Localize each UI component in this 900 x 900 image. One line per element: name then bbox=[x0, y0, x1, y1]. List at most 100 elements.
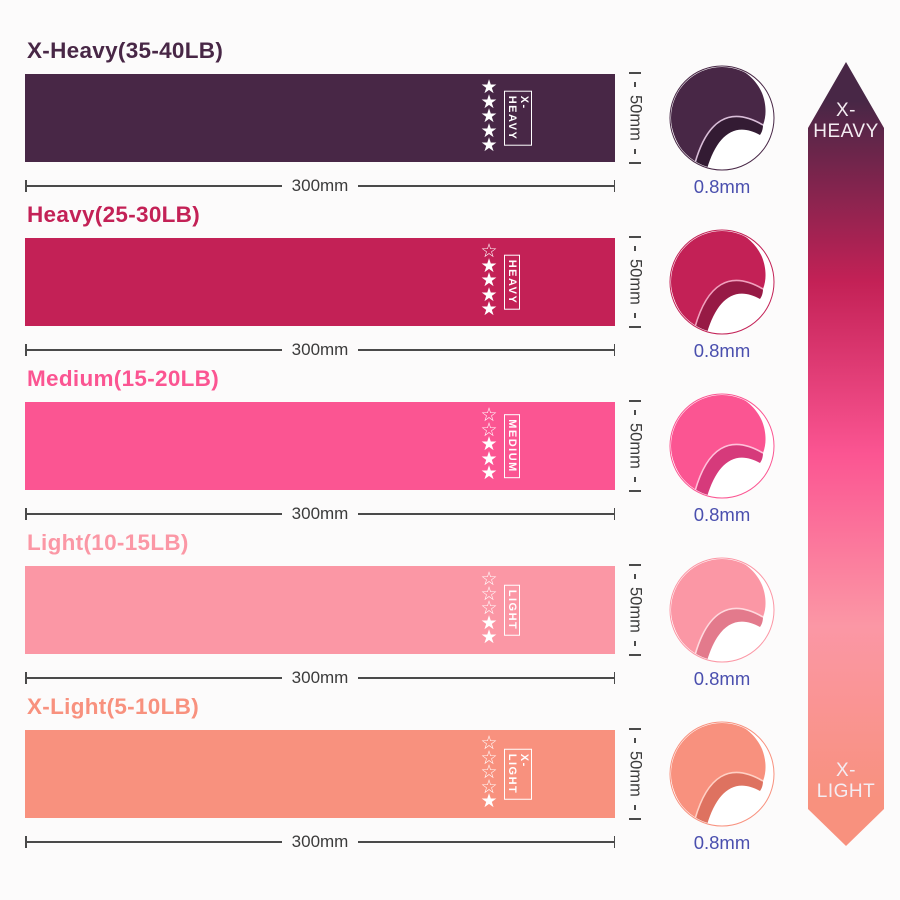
strength-gradient-arrow: X- HEAVY X- LIGHT bbox=[808, 62, 884, 846]
folded-band-photo bbox=[669, 229, 775, 335]
dimension-line bbox=[358, 349, 614, 351]
dimension-cap bbox=[613, 508, 615, 520]
band-bar: ☆☆☆★★ LIGHT bbox=[25, 566, 615, 654]
dimension-line bbox=[358, 513, 614, 515]
band-section-xheavy: X-Heavy(35-40LB) ★★★★★ X-HEAVY 50mm 0.8m… bbox=[0, 0, 900, 197]
band-fold-underside bbox=[695, 608, 763, 661]
height-dimension-label: 50mm bbox=[626, 423, 645, 469]
gradient-arrow-shape bbox=[808, 62, 884, 846]
band-fold-edge-line bbox=[694, 443, 764, 492]
length-dimension: 300mm bbox=[25, 340, 615, 360]
strength-stars: ★★★★★ bbox=[480, 77, 498, 157]
folded-band-photo bbox=[669, 393, 775, 499]
dimension-tick bbox=[634, 313, 636, 319]
band-title: Light(10-15LB) bbox=[27, 530, 189, 555]
dimension-cap bbox=[613, 672, 615, 684]
band-fold-surface bbox=[671, 231, 766, 327]
dimension-line bbox=[358, 841, 614, 843]
band-fold-surface bbox=[671, 559, 766, 655]
folded-band-photo bbox=[669, 557, 775, 663]
height-dimension: 50mm bbox=[622, 400, 648, 492]
band-title: X-Heavy(35-40LB) bbox=[27, 38, 224, 63]
dimension-line bbox=[26, 513, 282, 515]
height-dimension-label: 50mm bbox=[626, 95, 645, 141]
dimension-tick bbox=[634, 573, 636, 579]
height-dimension-label: 50mm bbox=[626, 751, 645, 797]
strength-stars: ☆★★★★ bbox=[480, 241, 498, 321]
dimension-tick bbox=[634, 409, 636, 415]
arrow-bottom-label: X- LIGHT bbox=[816, 760, 876, 802]
length-dimension-label: 300mm bbox=[291, 176, 349, 195]
grade-box-label: LIGHT bbox=[504, 584, 520, 636]
dimension-tick bbox=[634, 805, 636, 811]
grade-box-label: MEDIUM bbox=[504, 414, 520, 478]
band-fold-edge-line bbox=[694, 115, 764, 164]
band-section-medium: Medium(15-20LB) ☆☆★★★ MEDIUM 50mm 0.8mm … bbox=[0, 328, 900, 525]
length-dimension: 300mm bbox=[25, 668, 615, 688]
band-bar: ☆☆★★★ MEDIUM bbox=[25, 402, 615, 490]
dimension-tick bbox=[629, 818, 641, 820]
dimension-tick bbox=[634, 149, 636, 155]
thickness-label: 0.8mm bbox=[693, 176, 751, 197]
dimension-tick bbox=[629, 326, 641, 328]
dimension-cap bbox=[25, 836, 27, 848]
band-bar: ☆★★★★ HEAVY bbox=[25, 238, 615, 326]
dimension-tick bbox=[634, 81, 636, 87]
band-title: Heavy(25-30LB) bbox=[27, 202, 201, 227]
band-section-light: Light(10-15LB) ☆☆☆★★ LIGHT 50mm 0.8mm 30… bbox=[0, 492, 900, 689]
thickness-label: 0.8mm bbox=[693, 832, 751, 853]
dimension-line bbox=[358, 185, 614, 187]
dimension-tick bbox=[629, 236, 641, 238]
band-title: X-Light(5-10LB) bbox=[27, 694, 199, 719]
thickness-label: 0.8mm bbox=[693, 340, 751, 361]
dimension-cap bbox=[613, 836, 615, 848]
dimension-line bbox=[26, 349, 282, 351]
height-dimension: 50mm bbox=[622, 72, 648, 164]
length-dimension-label: 300mm bbox=[291, 832, 349, 851]
dimension-tick bbox=[629, 728, 641, 730]
dimension-cap bbox=[25, 672, 27, 684]
strength-stars: ☆☆★★★ bbox=[480, 405, 498, 485]
height-dimension-label: 50mm bbox=[626, 259, 645, 305]
height-dimension: 50mm bbox=[622, 728, 648, 820]
height-dimension: 50mm bbox=[622, 564, 648, 656]
band-section-xlight: X-Light(5-10LB) ☆☆☆☆★ X-LIGHT 50mm 0.8mm… bbox=[0, 656, 900, 853]
dimension-line bbox=[26, 185, 282, 187]
length-dimension: 300mm bbox=[25, 504, 615, 524]
dimension-tick bbox=[634, 737, 636, 743]
grade-box-label: X-HEAVY bbox=[504, 90, 532, 146]
dimension-cap bbox=[613, 180, 615, 192]
height-dimension: 50mm bbox=[622, 236, 648, 328]
dimension-line bbox=[358, 677, 614, 679]
dimension-line bbox=[26, 841, 282, 843]
dimension-tick bbox=[629, 490, 641, 492]
band-fold-underside bbox=[695, 772, 763, 825]
band-section-heavy: Heavy(25-30LB) ☆★★★★ HEAVY 50mm 0.8mm 30… bbox=[0, 164, 900, 361]
band-fold-edge-line bbox=[694, 771, 764, 820]
length-dimension: 300mm bbox=[25, 176, 615, 196]
dimension-tick bbox=[629, 72, 641, 74]
band-fold-underside bbox=[695, 444, 763, 497]
band-fold-surface bbox=[671, 67, 766, 163]
band-fold-edge-line bbox=[694, 607, 764, 656]
band-fold-edge-line bbox=[694, 279, 764, 328]
length-dimension: 300mm bbox=[25, 832, 615, 852]
folded-band-photo bbox=[669, 65, 775, 171]
band-fold-underside bbox=[695, 116, 763, 169]
grade-box-label: X-LIGHT bbox=[504, 748, 532, 800]
dimension-cap bbox=[613, 344, 615, 356]
grade-box-label: HEAVY bbox=[504, 254, 520, 310]
band-fold-surface bbox=[671, 723, 766, 819]
dimension-tick bbox=[629, 400, 641, 402]
thickness-label: 0.8mm bbox=[693, 668, 751, 689]
band-title: Medium(15-20LB) bbox=[27, 366, 220, 391]
length-dimension-label: 300mm bbox=[291, 668, 349, 687]
dimension-tick bbox=[634, 641, 636, 647]
length-dimension-label: 300mm bbox=[291, 504, 349, 523]
band-fold-underside bbox=[695, 280, 763, 333]
band-fold-surface bbox=[671, 395, 766, 491]
arrow-top-label: X- HEAVY bbox=[813, 100, 879, 142]
length-dimension-label: 300mm bbox=[291, 340, 349, 359]
folded-band-photo bbox=[669, 721, 775, 827]
strength-stars: ☆☆☆★★ bbox=[480, 569, 498, 649]
